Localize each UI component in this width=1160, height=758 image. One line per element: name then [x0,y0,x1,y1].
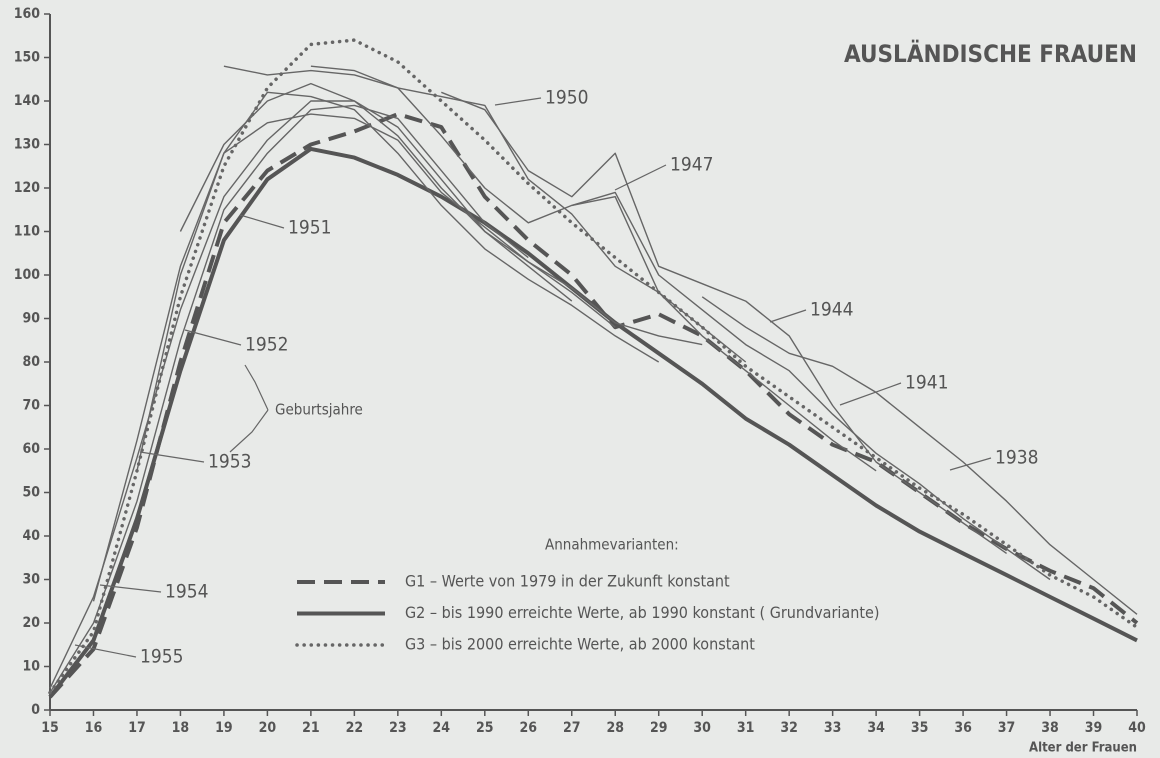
y-tick-label: 0 [31,702,40,718]
x-tick-label: 38 [1041,720,1059,736]
x-tick-label: 17 [128,720,146,736]
x-tick-label: 20 [259,720,277,736]
leader-line [239,214,285,229]
leader-line [139,451,205,463]
x-tick-label: 32 [780,720,798,736]
x-tick-label: 29 [650,720,668,736]
leader-line [949,457,992,471]
y-tick-label: 100 [14,267,41,283]
x-tick-label: 28 [606,720,624,736]
series-label: 1938 [995,447,1039,469]
leader-line [99,584,162,593]
x-tick-label: 25 [476,720,494,736]
leader-line [74,644,137,658]
x-tick-label: 36 [954,720,972,736]
leader-line [769,309,807,323]
x-tick-label: 31 [737,720,755,736]
y-tick-label: 110 [14,224,41,240]
y-tick-label: 140 [14,93,41,109]
series-line [49,100,573,689]
legend-label: G3 – bis 2000 erreichte Werte, ab 2000 k… [405,635,755,654]
x-tick-label: 26 [520,720,538,736]
x-tick-label: 22 [346,720,364,736]
chart-title: AUSLÄNDISCHE FRAUEN [844,39,1137,68]
x-tick-label: 16 [85,720,103,736]
x-tick-label: 39 [1085,720,1103,736]
y-tick-label: 50 [22,485,40,501]
series-label: 1950 [545,87,589,109]
series-line [310,65,877,472]
series-label: 1953 [208,451,252,473]
annotation: Geburtsjahre [275,401,363,419]
x-tick-label: 35 [911,720,929,736]
x-tick-label: 33 [824,720,842,736]
x-tick-label: 15 [41,720,59,736]
legend-title: Annahmevarianten: [545,536,679,554]
leader-line [184,329,242,346]
series-line [92,113,616,602]
y-tick-label: 160 [14,6,41,22]
leader-line [839,382,902,406]
series-label: 1951 [288,217,332,239]
y-tick-label: 40 [22,528,40,544]
legend-label: G1 – Werte von 1979 in der Zukunft konst… [405,572,730,591]
y-tick-label: 20 [22,615,40,631]
y-tick-label: 150 [14,50,41,66]
y-tick-label: 70 [22,398,40,414]
series-label: 1952 [245,334,289,356]
x-tick-label: 21 [302,720,320,736]
y-tick-label: 80 [22,354,40,370]
y-tick-label: 130 [14,137,41,153]
y-tick-label: 60 [22,441,40,457]
x-tick-label: 37 [998,720,1016,736]
y-tick-label: 30 [22,572,40,588]
series-label: 1955 [140,646,184,668]
series-label: 1947 [670,154,714,176]
x-tick-label: 18 [172,720,190,736]
x-axis-label: Alter der Frauen [1029,741,1137,756]
y-tick-label: 120 [14,180,41,196]
x-tick-label: 23 [389,720,407,736]
series-line [701,296,1138,615]
leader-line [614,164,667,191]
series-line [571,191,1051,581]
x-tick-label: 19 [215,720,233,736]
series-line [223,65,747,363]
leader-line [494,97,542,106]
y-tick-label: 90 [22,311,40,327]
x-tick-label: 27 [563,720,581,736]
series-line [179,82,703,346]
legend-label: G2 – bis 1990 erreichte Werte, ab 1990 k… [405,603,879,622]
series-line [49,104,529,693]
bracket [229,364,269,453]
x-tick-label: 24 [433,720,451,736]
series-label: 1944 [810,299,854,321]
x-tick-label: 34 [867,720,885,736]
series-label: 1954 [165,581,209,603]
series-line [441,91,1008,554]
x-tick-label: 30 [693,720,711,736]
series-label: 1941 [905,372,949,394]
x-tick-label: 40 [1128,720,1146,736]
y-tick-label: 10 [22,659,40,675]
